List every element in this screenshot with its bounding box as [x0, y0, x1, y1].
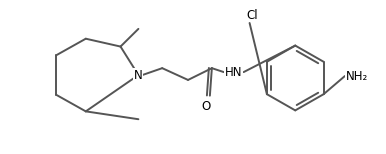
Text: NH₂: NH₂ [346, 69, 368, 83]
Text: O: O [201, 100, 210, 113]
Text: HN: HN [225, 66, 242, 79]
Text: Cl: Cl [247, 9, 258, 22]
Text: N: N [134, 69, 143, 81]
